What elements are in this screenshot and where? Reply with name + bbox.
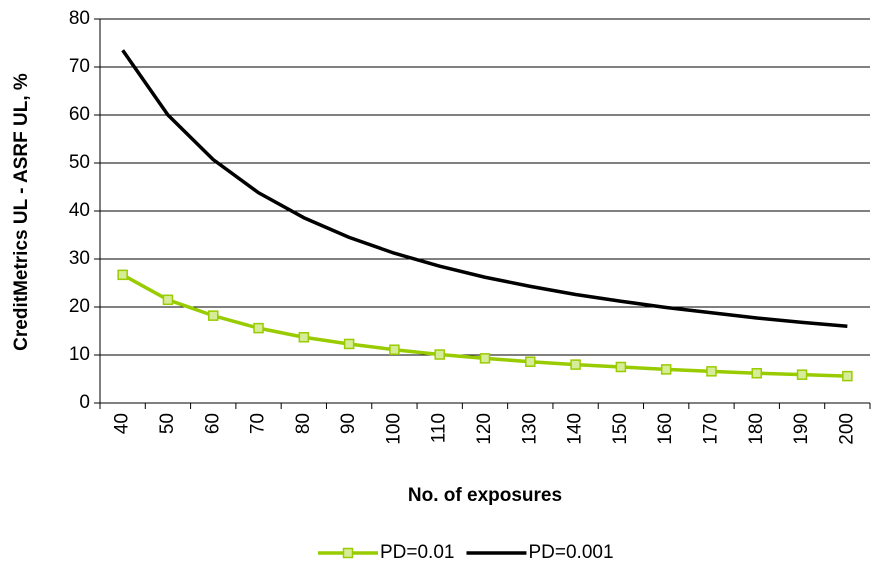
series-marker	[751, 367, 763, 379]
legend-label: PD=0.001	[528, 542, 613, 563]
x-tick-label: 140	[565, 413, 586, 445]
series-marker	[706, 366, 717, 377]
x-tick-label: 50	[157, 413, 178, 434]
series-marker	[434, 349, 445, 360]
series-marker	[570, 359, 581, 370]
x-tick-label: 70	[248, 413, 269, 434]
y-tick-label: 70	[69, 56, 90, 77]
x-tick-label: 60	[202, 413, 223, 434]
x-tick-label: 190	[791, 413, 812, 445]
y-tick-label: 30	[69, 248, 90, 269]
series-marker	[479, 353, 491, 364]
x-tick-label: 150	[610, 413, 631, 445]
series-marker	[162, 294, 174, 306]
x-tick-label: 40	[112, 413, 133, 434]
y-tick-label: 60	[69, 104, 90, 125]
legend-label: PD=0.01	[380, 542, 454, 563]
x-tick-label: 110	[429, 413, 450, 443]
x-tick-label: 130	[519, 413, 540, 445]
series-marker	[525, 356, 536, 367]
series-marker	[343, 338, 355, 350]
series-marker	[117, 269, 128, 281]
x-tick-label: 90	[338, 413, 359, 434]
series-marker	[207, 310, 219, 321]
y-tick-label: 50	[69, 152, 90, 173]
series-line	[121, 49, 848, 328]
series-marker	[298, 331, 310, 343]
series-marker	[660, 364, 672, 375]
x-tick-label: 100	[383, 413, 404, 445]
series-marker	[842, 370, 853, 382]
x-tick-label: 120	[474, 413, 495, 445]
x-axis-label: No. of exposures	[408, 485, 562, 506]
y-tick-label: 80	[69, 8, 90, 29]
x-tick-label: 160	[655, 413, 676, 445]
x-tick-label: 180	[746, 413, 767, 445]
series-marker	[615, 361, 627, 373]
x-tick-label: 200	[836, 413, 857, 445]
y-tick-label: 10	[69, 344, 90, 365]
y-tick-label: 40	[69, 200, 90, 221]
series-marker	[253, 322, 264, 334]
y-tick-label: 0	[79, 392, 90, 413]
series-marker	[796, 369, 808, 380]
y-axis-label: CreditMetrics UL - ASRF UL, %	[11, 73, 32, 351]
x-tick-label: 170	[700, 413, 721, 445]
x-tick-label: 80	[293, 413, 314, 434]
legend-marker	[342, 547, 354, 559]
series-marker	[389, 344, 400, 355]
y-tick-label: 20	[69, 296, 90, 317]
